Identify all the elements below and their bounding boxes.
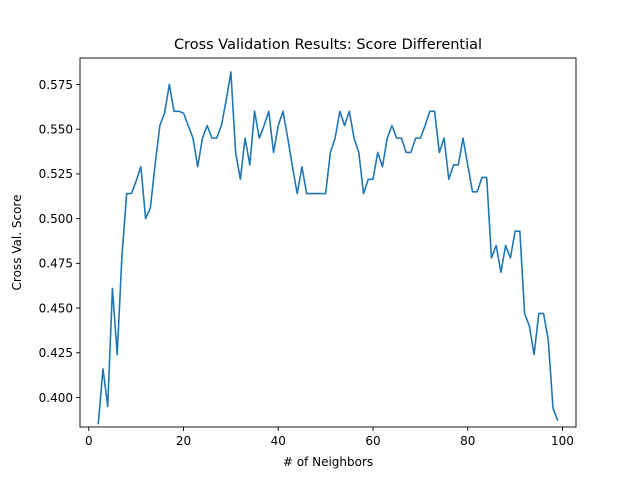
series-line-1 xyxy=(97,71,559,425)
y-tick-label: 0.475 xyxy=(39,257,73,271)
y-tick-label: 0.450 xyxy=(39,301,73,315)
y-axis-ticks: 0.400 0.425 0.450 0.475 0.500 0.525 0.550 0.575 xyxy=(39,78,80,405)
plot-series xyxy=(97,71,559,425)
y-axis-label: Cross Val. Score xyxy=(10,195,24,291)
chart-title: Cross Validation Results: Score Differen… xyxy=(174,37,482,53)
plot-frame xyxy=(79,57,577,428)
y-tick-label: 0.500 xyxy=(39,212,73,226)
x-axis-label: # of Neighbors xyxy=(283,455,373,469)
x-tick-label: 100 xyxy=(551,434,574,448)
y-tick-label: 0.575 xyxy=(39,78,73,92)
x-tick-label: 40 xyxy=(271,434,286,448)
x-axis-ticks: 0 20 40 60 80 100 xyxy=(85,427,574,448)
y-tick-label: 0.525 xyxy=(39,167,73,181)
y-tick-label: 0.550 xyxy=(39,122,73,136)
x-tick-label: 0 xyxy=(85,434,93,448)
x-tick-label: 60 xyxy=(365,434,380,448)
y-tick-label: 0.400 xyxy=(39,391,73,405)
x-tick-label: 20 xyxy=(176,434,191,448)
y-tick-label: 0.425 xyxy=(39,346,73,360)
x-tick-label: 80 xyxy=(460,434,475,448)
